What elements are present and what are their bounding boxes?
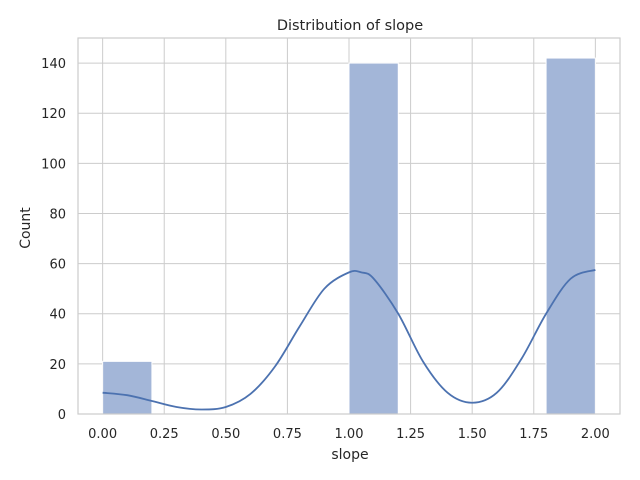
x-tick-label-8: 2.00 — [581, 427, 610, 442]
histogram-bar-5 — [348, 62, 399, 415]
histogram-bar-9 — [545, 57, 596, 415]
x-tick-labels: 0.00 0.25 0.50 0.75 1.00 1.25 1.50 1.75 2.00 — [88, 427, 610, 442]
x-tick-label-6: 1.50 — [458, 427, 487, 442]
y-tick-label-5: 100 — [41, 157, 66, 172]
x-axis-label: slope — [331, 447, 368, 463]
x-tick-label-5: 1.25 — [396, 427, 425, 442]
x-tick-label-1: 0.25 — [150, 427, 179, 442]
x-tick-label-7: 1.75 — [519, 427, 548, 442]
histogram-bars — [102, 57, 596, 415]
chart-title: Distribution of slope — [277, 18, 423, 34]
y-axis-label: Count — [18, 207, 34, 249]
x-tick-label-4: 1.00 — [335, 427, 364, 442]
y-tick-label-6: 120 — [41, 107, 66, 122]
axes-frame — [77, 37, 621, 415]
y-tick-labels: 0 20 40 60 80 100 120 140 — [41, 57, 66, 423]
histogram-bar-0 — [102, 360, 153, 415]
y-tick-label-1: 20 — [49, 358, 66, 373]
y-tick-label-2: 40 — [49, 308, 66, 323]
kde-line — [102, 269, 596, 411]
y-tick-label-4: 80 — [49, 207, 66, 222]
x-tick-label-3: 0.75 — [273, 427, 302, 442]
x-tick-label-0: 0.00 — [88, 427, 117, 442]
y-tick-label-7: 140 — [41, 57, 66, 72]
x-tick-label-2: 0.50 — [211, 427, 240, 442]
y-tick-label-3: 60 — [49, 258, 66, 273]
y-tick-label-0: 0 — [58, 408, 66, 423]
